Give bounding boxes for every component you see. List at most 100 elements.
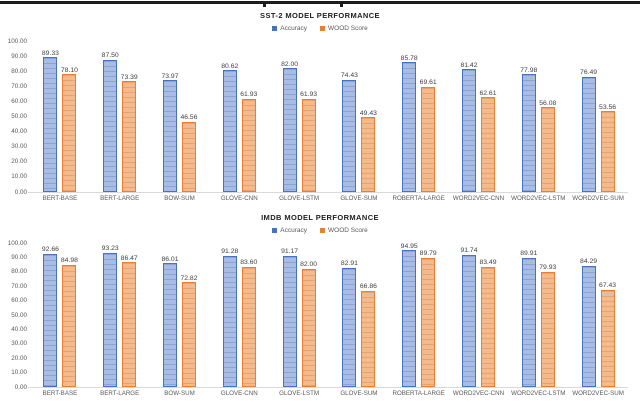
bar-pair: 77.98 56.08 xyxy=(508,41,568,192)
accuracy-bar: 74.43 xyxy=(341,72,358,192)
y-tick-label: 90.00 xyxy=(11,253,27,261)
accuracy-bar: 73.97 xyxy=(161,73,178,192)
bar-value-label: 79.93 xyxy=(539,264,557,272)
y-tick-label: 70.00 xyxy=(11,282,27,290)
bar-group-word2vec-sum: 76.49 53.56 WORD2VEC-SUM xyxy=(568,41,628,204)
category-label: BOW-SUM xyxy=(164,390,195,397)
wood-score-bar: 46.56 xyxy=(180,114,197,192)
sst2-performance-chart: SST-2 MODEL PERFORMANCE Accuracy WOOD Sc… xyxy=(0,11,640,204)
bar-value-label: 87.50 xyxy=(101,52,119,60)
bar-pair: 91.28 83.60 xyxy=(209,243,269,387)
y-tick-label: 0.00 xyxy=(14,383,27,391)
y-tick-label: 100.00 xyxy=(7,37,27,45)
bar-value-label: 89.91 xyxy=(520,250,538,258)
wood-score-bar: 61.93 xyxy=(300,91,317,192)
cropped-text-descender xyxy=(340,1,343,7)
bar-group-word2vec-sum: 84.29 67.43 WORD2VEC-SUM xyxy=(568,243,628,399)
wood-score-bar: 78.10 xyxy=(61,67,78,192)
category-label: ROBERTA-LARGE xyxy=(392,195,445,202)
bar-value-label: 89.79 xyxy=(419,250,437,258)
accuracy-bar: 89.91 xyxy=(520,250,537,387)
y-tick-label: 100.00 xyxy=(7,239,27,247)
wood-score-bar: 84.98 xyxy=(61,257,78,387)
accuracy-bar: 81.42 xyxy=(460,62,477,192)
bar-value-label: 86.01 xyxy=(161,255,179,263)
legend-label: Accuracy xyxy=(280,24,307,32)
bar-value-label: 91.74 xyxy=(460,247,478,255)
category-label: GLOVE-CNN xyxy=(220,390,258,397)
bar-group-word2vec-cnn: 91.74 83.49 WORD2VEC-CNN xyxy=(449,243,509,399)
legend-item-accuracy: Accuracy xyxy=(272,227,307,234)
y-tick-label: 80.00 xyxy=(11,67,27,75)
bar-value-label: 94.95 xyxy=(400,242,418,250)
accuracy-bar: 94.95 xyxy=(401,243,418,387)
bar-group-bow-sum: 86.01 72.82 BOW-SUM xyxy=(150,243,210,399)
y-tick-label: 20.00 xyxy=(11,158,27,166)
category-label: BERT-BASE xyxy=(42,390,78,397)
wood-score-bar: 66.86 xyxy=(360,283,377,387)
y-tick-label: 70.00 xyxy=(11,82,27,90)
bar-value-label: 73.97 xyxy=(161,72,179,80)
y-axis: 100.00 90.00 80.00 70.00 60.00 50.00 40.00 30.0… xyxy=(3,239,30,391)
bar-group-glove-lstm: 82.00 61.93 GLOVE-LSTM xyxy=(269,41,329,204)
plot-area: 89.33 78.10 BERT-BASE 87.50 73.39 BERT-LARGE 7… xyxy=(28,41,628,204)
category-label: GLOVE-SUM xyxy=(340,390,378,397)
bar-value-label: 67.43 xyxy=(599,282,617,290)
category-label: WORD2VEC-CNN xyxy=(452,195,505,202)
bar-value-label: 82.91 xyxy=(340,260,358,268)
x-axis-line xyxy=(28,192,628,193)
bar-pair: 91.17 82.00 xyxy=(269,243,329,387)
y-tick-label: 20.00 xyxy=(11,354,27,362)
plot-area: 92.66 84.98 BERT-BASE 93.23 86.47 BERT-LARGE 8… xyxy=(28,243,628,399)
bar-value-label: 61.93 xyxy=(240,91,258,98)
accuracy-bar: 85.78 xyxy=(401,55,418,192)
legend-item-wood-score: WOOD Score xyxy=(320,227,368,234)
bar-pair: 80.62 61.93 xyxy=(209,41,269,192)
bar-value-label: 62.61 xyxy=(479,89,497,97)
category-label: GLOVE-LSTM xyxy=(279,195,320,202)
y-tick-label: 60.00 xyxy=(11,97,27,105)
bar-value-label: 91.28 xyxy=(221,248,239,256)
bar-value-label: 91.17 xyxy=(281,248,299,256)
bar-pair: 81.42 62.61 xyxy=(449,41,509,192)
y-axis: 100.00 90.00 80.00 70.00 60.00 50.00 40.00 30.0… xyxy=(3,37,30,196)
category-label: BOW-SUM xyxy=(164,195,195,202)
category-label: GLOVE-CNN xyxy=(220,195,258,202)
wood-score-bar: 89.79 xyxy=(420,250,437,387)
wood-score-bar: 83.60 xyxy=(240,259,257,387)
bar-value-label: 80.62 xyxy=(221,62,239,70)
bar-value-label: 82.00 xyxy=(300,261,318,269)
bar-group-word2vec-lstm: 89.91 79.93 WORD2VEC-LSTM xyxy=(508,243,568,399)
wood-score-bar: 82.00 xyxy=(300,261,317,387)
y-tick-label: 0.00 xyxy=(14,188,27,196)
category-label: ROBERTA-LARGE xyxy=(392,390,445,397)
category-label: WORD2VEC-SUM xyxy=(572,195,624,202)
wood-score-swatch-icon xyxy=(320,25,325,31)
category-label: WORD2VEC-CNN xyxy=(452,390,505,397)
bar-pair: 76.49 53.56 xyxy=(568,41,628,192)
wood-score-bar: 49.43 xyxy=(360,110,377,192)
category-label: WORD2VEC-SUM xyxy=(572,390,624,397)
bar-value-label: 66.86 xyxy=(359,283,377,291)
category-label: BERT-LARGE xyxy=(100,195,140,202)
accuracy-bar: 91.28 xyxy=(221,248,238,387)
accuracy-bar: 93.23 xyxy=(102,245,119,387)
imdb-performance-chart: IMDB MODEL PERFORMANCE Accuracy WOOD Sco… xyxy=(0,213,640,399)
accuracy-bar: 80.62 xyxy=(221,63,238,192)
bar-pair: 92.66 84.98 xyxy=(30,243,90,387)
accuracy-bar: 91.17 xyxy=(281,248,298,387)
bar-group-bert-large: 87.50 73.39 BERT-LARGE xyxy=(90,41,150,204)
legend-label: WOOD Score xyxy=(328,226,368,234)
bar-group-glove-cnn: 91.28 83.60 GLOVE-CNN xyxy=(209,243,269,399)
accuracy-bar: 82.00 xyxy=(281,61,298,192)
legend-item-accuracy: Accuracy xyxy=(272,25,307,32)
bar-group-glove-lstm: 91.17 82.00 GLOVE-LSTM xyxy=(269,243,329,399)
bar-value-label: 93.23 xyxy=(101,245,119,253)
legend-label: WOOD Score xyxy=(328,24,368,32)
wood-score-bar: 86.47 xyxy=(121,255,138,387)
chart-legend: Accuracy WOOD Score xyxy=(0,24,640,32)
wood-score-bar: 73.39 xyxy=(121,74,138,192)
charts-container: SST-2 MODEL PERFORMANCE Accuracy WOOD Sc… xyxy=(0,11,640,399)
category-label: BERT-BASE xyxy=(42,195,78,202)
accuracy-bar: 91.74 xyxy=(460,247,477,387)
